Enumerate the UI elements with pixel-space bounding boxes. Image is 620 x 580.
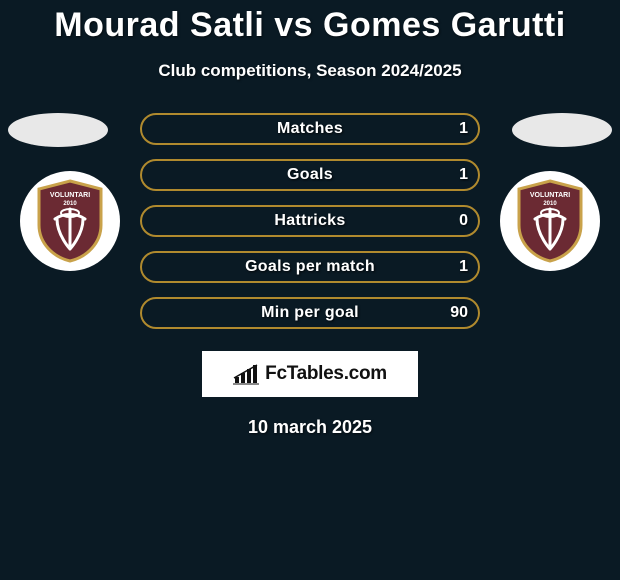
stat-row: Hattricks 0 [140, 205, 480, 237]
stat-label: Min per goal [261, 304, 359, 322]
stat-label: Goals per match [245, 258, 375, 276]
crest-icon: VOLUNTARI 2010 [515, 179, 585, 263]
stats-list: Matches 1 Goals 1 Hattricks 0 Goals per match 1… [140, 113, 480, 329]
svg-text:2010: 2010 [63, 201, 77, 207]
bar-chart-icon [233, 363, 259, 385]
date-label: 10 march 2025 [0, 417, 620, 438]
stat-value-right: 1 [459, 120, 468, 138]
svg-text:2010: 2010 [543, 201, 557, 207]
player-left-oval [8, 113, 108, 147]
watermark-text: FcTables.com [265, 363, 387, 385]
stat-value-right: 1 [459, 166, 468, 184]
stat-value-right: 1 [459, 258, 468, 276]
player-right-oval [512, 113, 612, 147]
watermark: FcTables.com [202, 351, 418, 397]
stat-label: Goals [287, 166, 333, 184]
stat-label: Matches [277, 120, 343, 138]
stat-value-right: 0 [459, 212, 468, 230]
stat-value-right: 90 [450, 304, 468, 322]
stat-row: Matches 1 [140, 113, 480, 145]
subtitle: Club competitions, Season 2024/2025 [158, 61, 461, 81]
stat-label: Hattricks [274, 212, 345, 230]
stat-row: Goals 1 [140, 159, 480, 191]
club-badge-left: VOLUNTARI 2010 [20, 171, 120, 271]
stat-row: Goals per match 1 [140, 251, 480, 283]
page-title: Mourad Satli vs Gomes Garutti [54, 6, 565, 45]
svg-text:VOLUNTARI: VOLUNTARI [50, 192, 90, 199]
content-area: VOLUNTARI 2010 VOLUNTARI 2010 Matches1Go… [0, 113, 620, 438]
club-badge-right: VOLUNTARI 2010 [500, 171, 600, 271]
svg-text:VOLUNTARI: VOLUNTARI [530, 192, 570, 199]
crest-icon: VOLUNTARI 2010 [35, 179, 105, 263]
comparison-card: Mourad Satli vs Gomes Garutti Club compe… [0, 0, 620, 580]
stat-row: Min per goal 90 [140, 297, 480, 329]
